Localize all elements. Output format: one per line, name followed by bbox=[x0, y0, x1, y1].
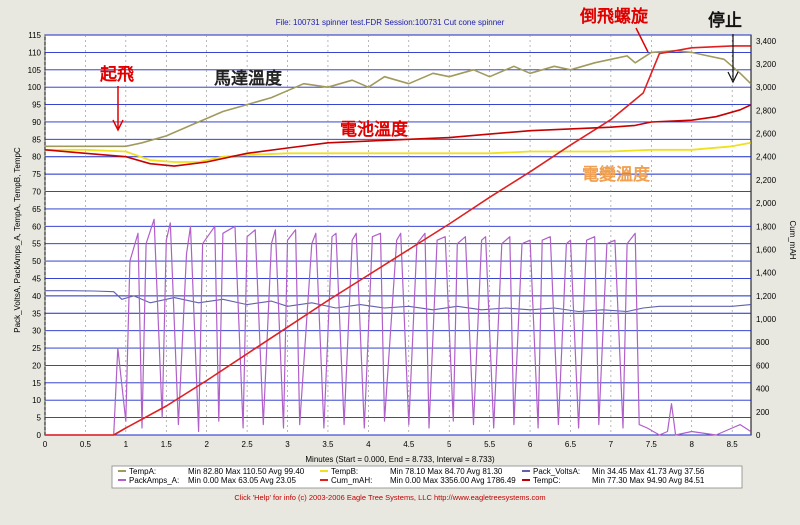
y-tick-label: 50 bbox=[32, 257, 41, 266]
takeoff-arrowhead bbox=[112, 119, 124, 132]
y-right-tick-label: 2,200 bbox=[756, 176, 777, 185]
y-tick-label: 60 bbox=[32, 222, 41, 231]
y-tick-label: 105 bbox=[28, 66, 42, 75]
x-tick-label: 3 bbox=[285, 440, 290, 449]
y-right-tick-label: 200 bbox=[756, 408, 770, 417]
annotation-esc-temp: 電變溫度 bbox=[582, 164, 651, 185]
y-right-tick-label: 3,000 bbox=[756, 83, 777, 92]
y-tick-label: 65 bbox=[32, 205, 41, 214]
y-tick-label: 30 bbox=[32, 327, 41, 336]
y-right-tick-label: 0 bbox=[756, 431, 761, 440]
annotation-stop: 停止 bbox=[708, 10, 742, 31]
y-right-tick-label: 1,400 bbox=[756, 269, 777, 278]
x-tick-label: 1.5 bbox=[161, 440, 173, 449]
legend-box bbox=[111, 465, 743, 489]
y-right-tick-label: 3,400 bbox=[756, 37, 777, 46]
y-right-tick-label: 600 bbox=[756, 361, 770, 370]
x-tick-label: 6 bbox=[528, 440, 533, 449]
x-axis-title: Minutes (Start = 0.000, End = 8.733, Int… bbox=[305, 455, 495, 464]
legend-name: TempC: bbox=[533, 476, 561, 485]
legend-name: Pack_VoltsA: bbox=[533, 467, 580, 476]
y-tick-label: 35 bbox=[32, 309, 41, 318]
y-tick-label: 15 bbox=[32, 379, 41, 388]
legend-name: Cum_mAH: bbox=[331, 476, 372, 485]
legend: TempA: Min 82.80 Max 110.50 Avg 99.40 Temp… bbox=[118, 467, 705, 485]
plot-area bbox=[44, 34, 752, 436]
legend-stats: Min 34.45 Max 41.73 Avg 37.56 bbox=[592, 467, 705, 476]
y-tick-label: 45 bbox=[32, 274, 41, 283]
y-right-tick-label: 400 bbox=[756, 385, 770, 394]
y-tick-label: 75 bbox=[32, 170, 41, 179]
legend-stats: Min 82.80 Max 110.50 Avg 99.40 bbox=[188, 467, 305, 476]
y-right-tick-label: 2,800 bbox=[756, 106, 777, 115]
x-tick-label: 4 bbox=[366, 440, 371, 449]
annotation-motor-temp: 馬達溫度 bbox=[214, 68, 283, 89]
series-line-tempb bbox=[45, 141, 751, 163]
y-right-tick-label: 2,400 bbox=[756, 153, 777, 162]
series-line-tempc bbox=[44, 104, 752, 167]
x-tick-label: 0.5 bbox=[80, 440, 92, 449]
x-tick-label: 5 bbox=[447, 440, 452, 449]
legend-name: PackAmps_A: bbox=[129, 476, 179, 485]
y-tick-label: 5 bbox=[37, 414, 42, 423]
y-right-tick-label: 1,200 bbox=[756, 292, 777, 301]
series-line-tempa bbox=[45, 49, 752, 148]
y-tick-label: 40 bbox=[32, 292, 41, 301]
y-tick-label: 100 bbox=[28, 83, 42, 92]
annotation-takeoff: 起飛 bbox=[99, 64, 134, 85]
legend-name: TempA: bbox=[129, 467, 156, 476]
x-tick-label: 8.5 bbox=[727, 440, 739, 449]
y-right-tick-label: 1,800 bbox=[756, 222, 777, 231]
y-tick-label: 95 bbox=[32, 101, 41, 110]
x-tick-label: 7.5 bbox=[646, 440, 658, 449]
x-tick-label: 0 bbox=[43, 440, 48, 449]
stop-arrowhead bbox=[727, 71, 739, 84]
x-tick-label: 3.5 bbox=[322, 440, 334, 449]
x-tick-label: 1 bbox=[124, 440, 129, 449]
y-tick-label: 110 bbox=[28, 48, 41, 57]
y-tick-label: 80 bbox=[32, 153, 41, 162]
legend-stats: Min 0.00 Max 63.05 Avg 23.05 bbox=[188, 476, 296, 485]
x-tick-label: 5.5 bbox=[484, 440, 496, 449]
y-right-tick-label: 3,200 bbox=[756, 60, 777, 69]
x-tick-label: 8 bbox=[690, 440, 695, 449]
y-tick-label: 10 bbox=[32, 396, 41, 405]
x-tick-label: 4.5 bbox=[403, 440, 415, 449]
x-tick-label: 2 bbox=[204, 440, 209, 449]
legend-name: TempB: bbox=[331, 467, 358, 476]
series-layer bbox=[44, 45, 752, 436]
y-axis-title: Pack_VoltsA, PackAmps_A, TempA, TempB, T… bbox=[13, 147, 22, 333]
y-right-tick-label: 1,000 bbox=[756, 315, 777, 324]
y-right-tick-label: 2,600 bbox=[756, 130, 777, 139]
legend-stats: Min 77.30 Max 94.90 Avg 84.51 bbox=[592, 476, 705, 485]
legend-stats: Min 78.10 Max 84.70 Avg 81.30 bbox=[390, 467, 503, 476]
series-line-cum-mah bbox=[45, 45, 751, 436]
y-tick-label: 55 bbox=[32, 240, 41, 249]
annotation-inverted-spin: 倒飛螺旋 bbox=[579, 6, 649, 27]
y-right-tick-label: 2,000 bbox=[756, 199, 777, 208]
x-tick-label: 7 bbox=[609, 440, 614, 449]
y-tick-label: 25 bbox=[32, 344, 41, 353]
y-right-axis-title: Cum_mAH bbox=[788, 220, 797, 259]
axes: 0510152025303540455055606570758085909510… bbox=[28, 31, 777, 449]
file-title: File: 100731 spinner test.FDR Session:10… bbox=[276, 18, 505, 27]
x-tick-label: 6.5 bbox=[565, 440, 577, 449]
series-line-packamps-a bbox=[45, 218, 752, 436]
y-right-tick-label: 1,600 bbox=[756, 245, 777, 254]
y-tick-label: 115 bbox=[28, 31, 41, 40]
y-tick-label: 20 bbox=[32, 361, 41, 370]
y-tick-label: 85 bbox=[32, 135, 41, 144]
footer-text: Click 'Help' for info (c) 2003-2006 Eagl… bbox=[234, 493, 545, 502]
legend-stats: Min 0.00 Max 3356.00 Avg 1786.49 bbox=[390, 476, 516, 485]
annotation-battery-temp: 電池溫度 bbox=[340, 119, 409, 140]
inverted-spin-arrow bbox=[635, 27, 649, 53]
y-tick-label: 0 bbox=[37, 431, 42, 440]
x-tick-label: 2.5 bbox=[242, 440, 254, 449]
y-tick-label: 90 bbox=[32, 118, 41, 127]
y-right-tick-label: 800 bbox=[756, 338, 770, 347]
y-tick-label: 70 bbox=[32, 188, 41, 197]
